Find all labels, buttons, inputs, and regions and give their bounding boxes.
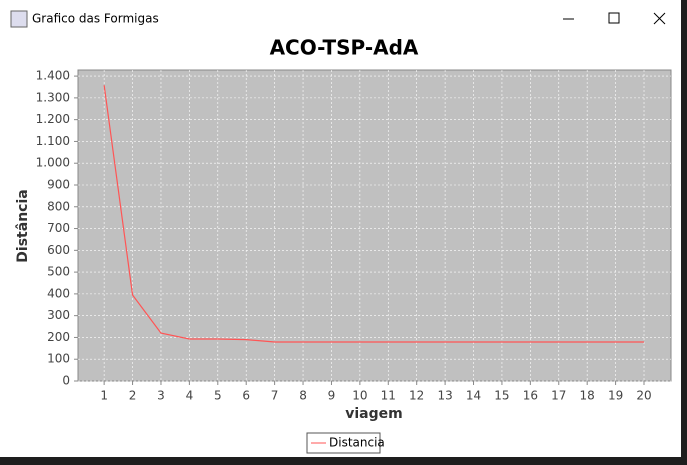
legend bbox=[306, 432, 381, 454]
x-tick-label: 10 bbox=[352, 389, 367, 403]
x-tick-label: 2 bbox=[129, 389, 137, 403]
x-tick-label: 1 bbox=[100, 389, 108, 403]
y-tick-label: 0 bbox=[62, 374, 70, 388]
y-tick-label: 800 bbox=[47, 199, 70, 213]
y-tick-label: 700 bbox=[47, 221, 70, 235]
x-tick-label: 18 bbox=[580, 389, 595, 403]
x-tick-label: 12 bbox=[409, 389, 424, 403]
x-tick-label: 6 bbox=[242, 389, 250, 403]
plot-area bbox=[77, 69, 672, 382]
x-tick-label: 20 bbox=[636, 389, 651, 403]
maximize-button[interactable] bbox=[608, 12, 620, 24]
close-button[interactable] bbox=[653, 12, 666, 25]
x-tick-label: 4 bbox=[186, 389, 194, 403]
x-tick-label: 17 bbox=[551, 389, 566, 403]
y-tick-label: 600 bbox=[47, 243, 70, 257]
y-tick-label: 100 bbox=[47, 352, 70, 366]
x-tick-label: 8 bbox=[299, 389, 307, 403]
y-tick-label: 1.000 bbox=[36, 156, 70, 170]
y-tick-label: 500 bbox=[47, 265, 70, 279]
y-axis-label: Distância bbox=[15, 189, 31, 262]
x-tick-label: 5 bbox=[214, 389, 222, 403]
x-tick-label: 11 bbox=[381, 389, 396, 403]
chart-title: ACO-TSP-AdA bbox=[270, 36, 419, 60]
y-tick-label: 1.400 bbox=[36, 69, 70, 83]
x-tick-label: 13 bbox=[437, 389, 452, 403]
y-tick-label: 1.300 bbox=[36, 90, 70, 104]
y-tick-label: 300 bbox=[47, 308, 70, 322]
y-tick-label: 900 bbox=[47, 177, 70, 191]
window-title: Grafico das Formigas bbox=[32, 12, 159, 26]
y-tick-label: 1.100 bbox=[36, 134, 70, 148]
x-tick-label: 3 bbox=[157, 389, 165, 403]
x-tick-label: 16 bbox=[523, 389, 538, 403]
x-tick-label: 9 bbox=[328, 389, 336, 403]
y-tick-label: 200 bbox=[47, 330, 70, 344]
app-icon bbox=[10, 10, 28, 28]
x-axis-label: viagem bbox=[345, 406, 402, 422]
x-tick-label: 7 bbox=[271, 389, 279, 403]
y-tick-label: 400 bbox=[47, 286, 70, 300]
x-tick-label: 14 bbox=[466, 389, 481, 403]
data-line bbox=[103, 85, 645, 343]
y-tick-label: 1.200 bbox=[36, 112, 70, 126]
x-tick-label: 15 bbox=[494, 389, 509, 403]
legend-label: Distancia bbox=[329, 436, 385, 450]
x-tick-label: 19 bbox=[608, 389, 623, 403]
